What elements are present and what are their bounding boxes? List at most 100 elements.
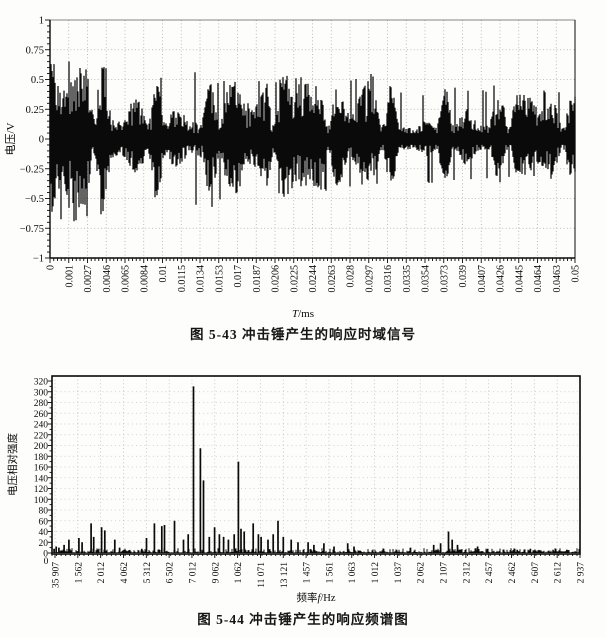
fig43-x-tick-label: 0.0463 <box>552 265 563 293</box>
fig44-x-axis-title: 频率f/Hz <box>296 591 335 604</box>
fig44-noise-floor <box>51 548 581 553</box>
fig44-y-tick-label: 240 <box>34 421 49 431</box>
fig43-y-tick-label: −1 <box>33 254 44 265</box>
fig44-y-axis-title: 电压相对强度 <box>6 433 19 496</box>
fig43-x-tick-label: 0.001 <box>64 265 75 288</box>
fig44-x-tick-label: 4 062 <box>120 562 130 584</box>
fig44-x-tick-label: 5 312 <box>143 562 153 584</box>
fig44-y-tick-label: 280 <box>34 399 49 409</box>
fig43-x-tick-label: 0 <box>46 265 57 270</box>
fig44-x-origin-label: 0 <box>44 557 49 567</box>
fig44-y-tick-label: 0 <box>43 550 48 560</box>
fig43-x-tick-label: 0.0316 <box>383 265 394 293</box>
fig43-x-tick-label: 0.039 <box>458 265 469 288</box>
fig44-y-tick-label: 80 <box>39 507 49 517</box>
fig43-x-tick-label: 0.0225 <box>289 265 300 293</box>
fig44-gridlines <box>52 376 581 554</box>
fig44-y-tick-label: 320 <box>34 378 49 388</box>
fig43-x-tick-label: 0.0263 <box>327 265 338 293</box>
fig43-x-tick-label: 0.017 <box>233 265 244 288</box>
fig43-x-tick-label: 0.0244 <box>308 265 319 293</box>
fig43-x-tick-label: 0.0445 <box>514 265 525 293</box>
fig44-x-tick-label: 1 562 <box>74 562 84 584</box>
fig44-y-tick-label: 60 <box>39 517 49 527</box>
fig44-y-tick-label: 200 <box>34 442 49 452</box>
fig43-y-tick-labels: 1 0.75 0.5 0.25 0 −0.25 −0.5 −0.75 −1 <box>20 16 44 265</box>
fig44-y-tick-label: 160 <box>34 464 49 474</box>
fig44-y-tick-label: 100 <box>34 496 49 506</box>
fig44-x-tick-label: 2 457 <box>485 562 495 584</box>
fig44-x-tick-label: 2 462 <box>508 562 518 584</box>
svg-text:频率f/Hz: 频率f/Hz <box>296 591 335 604</box>
fig44-x-tick-label: 11 071 <box>257 562 267 588</box>
fig43-y-tick-label: 1 <box>39 16 44 27</box>
fig43-x-tick-label: 0.028 <box>346 265 357 288</box>
fig44-x-tick-label: 2 612 <box>554 562 564 584</box>
fig44-y-tick-label: 300 <box>34 388 49 398</box>
fig43-plot: 10.750.50.250−0.25−0.5−0.75−10 0.001 0.002… <box>4 16 582 321</box>
fig43-y-tick-label: 0.25 <box>26 105 44 116</box>
fig44-x-tick-label: 2 937 <box>577 562 587 584</box>
fig43-y-tick-label: −0.25 <box>20 164 44 175</box>
fig43-x-tick-label: 0.0297 <box>364 265 375 293</box>
fig44-x-tick-label: 1 561 <box>325 562 335 584</box>
fig44-x-tick-label: 2 012 <box>97 562 107 584</box>
svg-text:T/ms: T/ms <box>292 308 314 320</box>
fig43-x-tick-label: 0.0065 <box>121 265 132 293</box>
fig43-x-tick-label: 0.0046 <box>102 265 113 293</box>
fig43-x-tick-label: 0.0335 <box>402 265 413 293</box>
fig44-x-tick-label: 7 012 <box>188 562 198 584</box>
fig44-y-tick-label: 40 <box>39 528 49 538</box>
fig43-x-tick-label: 0.01 <box>158 265 169 283</box>
fig44-x-tick-label: 1 012 <box>371 562 381 584</box>
figure-5-44-caption: 图 5-44 冲击锤产生的响应频谱图 <box>197 612 409 627</box>
fig44-x-tick-label: 1 457 <box>303 562 313 584</box>
fig43-x-tick-label: 0.0464 <box>533 265 544 293</box>
figure-5-43-caption: 图 5-43 冲击锤产生的响应时域信号 <box>190 327 416 342</box>
fig44-plot: 3203002802602402202001801601401201008060… <box>6 375 587 604</box>
fig44-plot-border <box>51 375 581 555</box>
fig44-y-tick-label: 260 <box>34 410 49 420</box>
fig43-x-axis-title: T/ms <box>292 308 314 320</box>
fig43-x-tick-label: 0.0084 <box>139 265 150 293</box>
fig43-x-tick-label: 0.0187 <box>252 265 263 293</box>
fig43-x-tick-label: 0.0153 <box>214 265 225 293</box>
fig43-x-tick-label: 0.0354 <box>421 265 432 293</box>
fig44-y-tick-labels: 3203002802602402202001801601401201008060… <box>34 378 49 560</box>
fig44-x-tick-label: 1 037 <box>394 562 404 584</box>
fig44-x-tick-label: 1 062 <box>234 562 244 584</box>
fig44-ticks <box>48 380 581 558</box>
fig44-x-tick-label: 2 062 <box>417 562 427 584</box>
fig44-y-tick-label: 120 <box>34 485 49 495</box>
fig43-x-tick-label: 0.0206 <box>271 265 282 293</box>
fig44-x-tick-labels: 35 907 1 562 2 012 4 062 5 312 6 502 7 012 9 06… <box>52 562 587 588</box>
fig44-y-tick-label: 220 <box>34 431 49 441</box>
fig44-spectrum-peaks <box>53 386 568 553</box>
fig43-y-axis-title: 电压/V <box>4 122 17 155</box>
fig44-x-tick-label: 35 907 <box>52 562 62 588</box>
fig44-y-tick-label: 140 <box>34 474 49 484</box>
fig44-x-tick-label: 9 062 <box>211 562 221 584</box>
fig43-x-tick-label: 0.0373 <box>439 265 450 293</box>
fig44-x-tick-label: 2 107 <box>440 562 450 584</box>
fig44-x-tick-label: 1 063 <box>348 562 358 584</box>
fig44-x-tick-label: 2 312 <box>462 562 472 584</box>
fig44-x-tick-label: 6 502 <box>166 562 176 584</box>
fig44-x-tick-label: 2 607 <box>531 562 541 584</box>
fig43-y-tick-label: −0.5 <box>25 194 44 205</box>
fig43-x-tick-label: 0.0027 <box>83 265 94 293</box>
fig43-x-tick-label: 0.0407 <box>477 265 488 293</box>
fig43-y-tick-label: 0 <box>39 135 44 146</box>
fig43-ticks <box>45 19 576 263</box>
fig44-y-tick-label: 180 <box>34 453 49 463</box>
fig43-y-tick-label: 0.5 <box>31 75 44 86</box>
fig43-x-tick-label: 0.0115 <box>177 265 188 292</box>
fig43-x-tick-label: 0.05 <box>571 265 582 283</box>
fig43-y-tick-label: −0.75 <box>20 224 44 235</box>
fig44-x-tick-label: 13 121 <box>280 562 290 588</box>
fig43-x-tick-label: 0.0426 <box>496 265 507 293</box>
fig43-y-tick-label: 0.75 <box>26 45 44 56</box>
fig43-x-tick-label: 0.0134 <box>196 265 207 293</box>
